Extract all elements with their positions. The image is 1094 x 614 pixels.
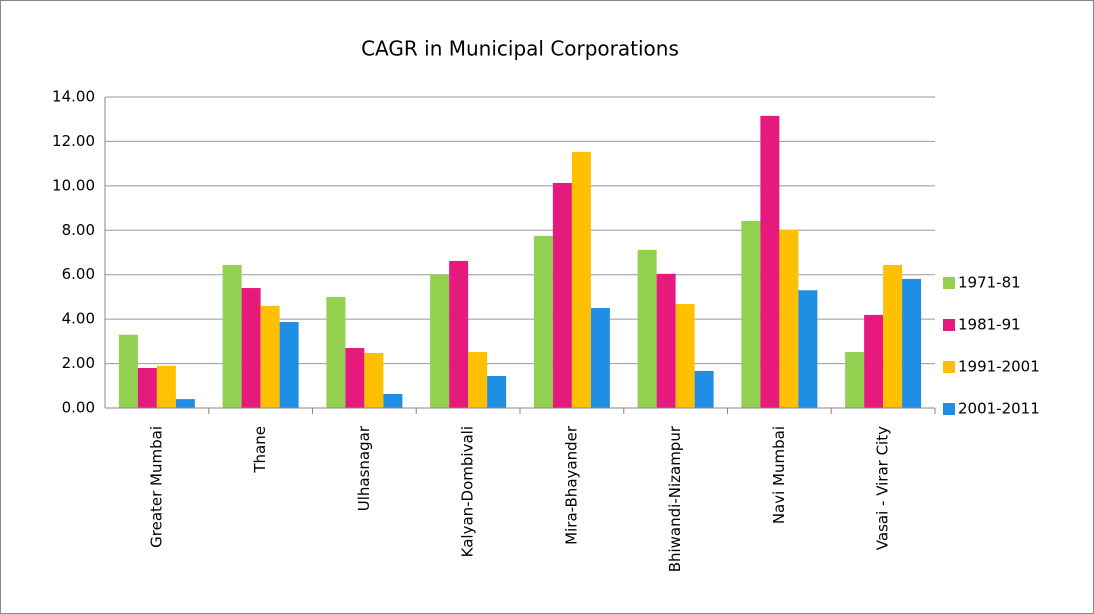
- x-tick-label: Mira-Bhayander: [562, 425, 580, 545]
- x-tick-label: Ulhasnagar: [355, 425, 373, 511]
- bar: [175, 399, 195, 408]
- bar: [864, 314, 884, 408]
- bar: [279, 322, 299, 408]
- bar: [156, 365, 176, 408]
- bar: [487, 376, 507, 408]
- bar: [118, 334, 138, 408]
- legend-swatch: [943, 403, 955, 415]
- bar: [533, 235, 553, 408]
- bar: [241, 288, 261, 408]
- bar: [468, 352, 488, 408]
- bar: [902, 278, 922, 408]
- x-tick-label: Navi Mumbai: [770, 426, 788, 524]
- y-tick-label: 8.00: [62, 221, 95, 239]
- bar: [430, 274, 450, 408]
- bar: [590, 308, 610, 408]
- bar: [637, 249, 657, 408]
- bar: [675, 304, 695, 408]
- legend-label: 1971-81: [958, 274, 1021, 292]
- bar: [694, 370, 714, 408]
- legend-label: 1991-2001: [958, 358, 1040, 376]
- bar: [383, 394, 403, 408]
- bar: [449, 260, 469, 408]
- bar: [741, 220, 761, 408]
- legend-label: 1981-91: [958, 316, 1021, 334]
- bar: [779, 229, 799, 408]
- bar: [364, 352, 384, 408]
- x-tick-label: Thane: [251, 426, 269, 474]
- bar: [883, 264, 903, 408]
- bar: [798, 290, 818, 408]
- y-tick-label: 6.00: [62, 265, 95, 283]
- legend-swatch: [943, 277, 955, 289]
- legend-label: 2001-2011: [958, 400, 1040, 418]
- bar: [260, 305, 280, 408]
- bar: [345, 348, 365, 408]
- legend-swatch: [943, 319, 955, 331]
- x-tick-label: Vasai - Virar City: [874, 426, 892, 550]
- y-tick-label: 12.00: [52, 132, 95, 150]
- y-tick-label: 0.00: [62, 399, 95, 417]
- bar: [845, 352, 865, 408]
- x-tick-label: Greater Mumbai: [147, 426, 165, 548]
- y-tick-label: 4.00: [62, 310, 95, 328]
- chart-title: CAGR in Municipal Corporations: [361, 37, 679, 61]
- bar: [760, 115, 780, 408]
- y-tick-label: 14.00: [52, 88, 95, 106]
- bar: [137, 368, 157, 408]
- bar: [222, 264, 242, 408]
- bar: [326, 296, 346, 408]
- y-tick-label: 2.00: [62, 354, 95, 372]
- x-tick-label: Bhiwandi-Nizampur: [666, 425, 684, 572]
- x-tick-label: Kalyan-Dombivali: [459, 426, 477, 557]
- bar: [571, 151, 591, 408]
- bar: [656, 273, 676, 408]
- legend-swatch: [943, 361, 955, 373]
- y-tick-label: 10.00: [52, 176, 95, 194]
- bar: [552, 182, 572, 408]
